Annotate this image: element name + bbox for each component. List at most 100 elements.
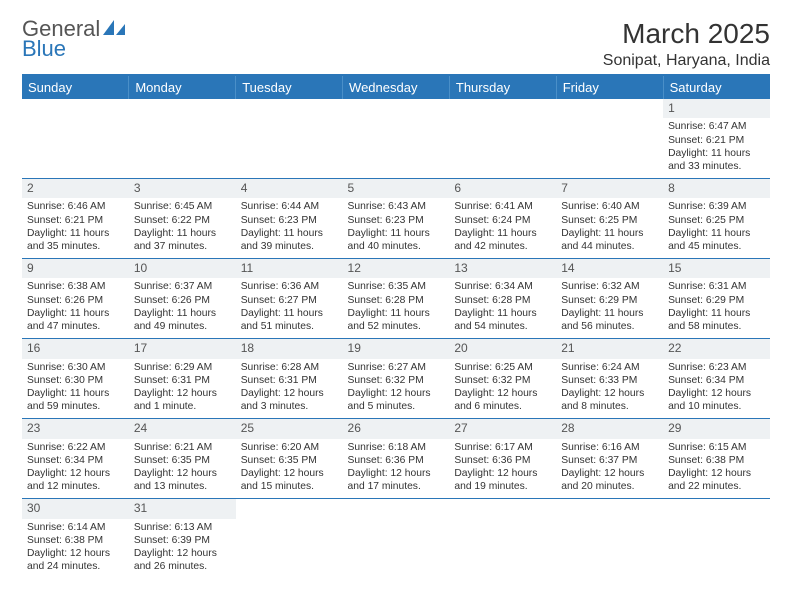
- sunrise-text: Sunrise: 6:45 AM: [134, 200, 231, 213]
- day-number: 31: [129, 499, 236, 518]
- calendar-cell: 17Sunrise: 6:29 AMSunset: 6:31 PMDayligh…: [129, 339, 236, 419]
- calendar-row: 16Sunrise: 6:30 AMSunset: 6:30 PMDayligh…: [22, 339, 770, 419]
- sail-icon: [103, 18, 127, 40]
- daylight-text: Daylight: 11 hours and 40 minutes.: [348, 227, 445, 253]
- header: GeneralBlue March 2025 Sonipat, Haryana,…: [22, 18, 770, 76]
- sunrise-text: Sunrise: 6:32 AM: [561, 280, 658, 293]
- calendar-row: 9Sunrise: 6:38 AMSunset: 6:26 PMDaylight…: [22, 259, 770, 339]
- dayheader-fri: Friday: [556, 76, 663, 99]
- day-number: 15: [663, 259, 770, 278]
- sunrise-text: Sunrise: 6:25 AM: [454, 361, 551, 374]
- calendar-cell: [236, 499, 343, 579]
- calendar-cell: 10Sunrise: 6:37 AMSunset: 6:26 PMDayligh…: [129, 259, 236, 339]
- calendar-cell: 7 Sunrise: 6:40 AMSunset: 6:25 PMDaylight…: [556, 179, 663, 259]
- calendar-cell: 1Sunrise: 6:47 AMSunset: 6:21 PMDaylight…: [663, 99, 770, 179]
- calendar-cell: [556, 99, 663, 179]
- daylight-text: Daylight: 11 hours and 42 minutes.: [454, 227, 551, 253]
- sunset-text: Sunset: 6:21 PM: [27, 214, 124, 227]
- sunrise-text: Sunrise: 6:35 AM: [348, 280, 445, 293]
- day-number: 12: [343, 259, 450, 278]
- daylight-text: Daylight: 12 hours and 22 minutes.: [668, 467, 765, 493]
- daylight-text: Daylight: 11 hours and 45 minutes.: [668, 227, 765, 253]
- calendar-cell: [663, 499, 770, 579]
- calendar-row: 1Sunrise: 6:47 AMSunset: 6:21 PMDaylight…: [22, 99, 770, 179]
- sunrise-text: Sunrise: 6:13 AM: [134, 521, 231, 534]
- sunset-text: Sunset: 6:33 PM: [561, 374, 658, 387]
- sunset-text: Sunset: 6:37 PM: [561, 454, 658, 467]
- daylight-text: Daylight: 12 hours and 5 minutes.: [348, 387, 445, 413]
- sunrise-text: Sunrise: 6:18 AM: [348, 441, 445, 454]
- daylight-text: Daylight: 12 hours and 15 minutes.: [241, 467, 338, 493]
- dayheader-wed: Wednesday: [343, 76, 450, 99]
- sunset-text: Sunset: 6:35 PM: [241, 454, 338, 467]
- location: Sonipat, Haryana, India: [603, 52, 770, 70]
- calendar-cell: 3Sunrise: 6:45 AMSunset: 6:22 PMDaylight…: [129, 179, 236, 259]
- daylight-text: Daylight: 11 hours and 33 minutes.: [668, 147, 765, 173]
- daylight-text: Daylight: 11 hours and 58 minutes.: [668, 307, 765, 333]
- calendar-cell: [343, 99, 450, 179]
- calendar-cell: [449, 99, 556, 179]
- sunset-text: Sunset: 6:36 PM: [348, 454, 445, 467]
- calendar-cell: 30Sunrise: 6:14 AMSunset: 6:38 PMDayligh…: [22, 499, 129, 579]
- daylight-text: Daylight: 11 hours and 59 minutes.: [27, 387, 124, 413]
- daylight-text: Daylight: 11 hours and 44 minutes.: [561, 227, 658, 253]
- sunrise-text: Sunrise: 6:16 AM: [561, 441, 658, 454]
- sunrise-text: Sunrise: 6:24 AM: [561, 361, 658, 374]
- sunrise-text: Sunrise: 6:39 AM: [668, 200, 765, 213]
- calendar-cell: 2Sunrise: 6:46 AMSunset: 6:21 PMDaylight…: [22, 179, 129, 259]
- calendar-row: 2 Sunrise: 6:46 AMSunset: 6:21 PM Daylight…: [22, 179, 770, 259]
- calendar-cell: 15Sunrise: 6:31 AMSunset: 6:29 PMDayligh…: [663, 259, 770, 339]
- daylight-text: Daylight: 12 hours and 17 minutes.: [348, 467, 445, 493]
- day-number: 17: [129, 339, 236, 358]
- day-number: 14: [556, 259, 663, 278]
- day-number: 22: [663, 339, 770, 358]
- logo-text-blue: Blue: [22, 38, 127, 60]
- calendar-cell: [129, 99, 236, 179]
- daylight-text: Daylight: 11 hours and 39 minutes.: [241, 227, 338, 253]
- calendar-cell: 23Sunrise: 6:22 AMSunset: 6:34 PMDayligh…: [22, 419, 129, 499]
- day-number: 19: [343, 339, 450, 358]
- calendar-cell: 28Sunrise: 6:16 AMSunset: 6:37 PMDayligh…: [556, 419, 663, 499]
- sunset-text: Sunset: 6:31 PM: [241, 374, 338, 387]
- sunrise-text: Sunrise: 6:34 AM: [454, 280, 551, 293]
- daylight-text: Daylight: 12 hours and 19 minutes.: [454, 467, 551, 493]
- sunset-text: Sunset: 6:28 PM: [454, 294, 551, 307]
- calendar-cell: 29Sunrise: 6:15 AMSunset: 6:38 PMDayligh…: [663, 419, 770, 499]
- sunset-text: Sunset: 6:27 PM: [241, 294, 338, 307]
- day-number: 9: [22, 259, 129, 278]
- sunrise-text: Sunrise: 6:37 AM: [134, 280, 231, 293]
- sunrise-text: Sunrise: 6:46 AM: [27, 200, 124, 213]
- calendar-cell: 31Sunrise: 6:13 AMSunset: 6:39 PMDayligh…: [129, 499, 236, 579]
- sunset-text: Sunset: 6:22 PM: [134, 214, 231, 227]
- day-number: 16: [22, 339, 129, 358]
- daylight-text: Daylight: 12 hours and 10 minutes.: [668, 387, 765, 413]
- daylight-text: Daylight: 11 hours and 47 minutes.: [27, 307, 124, 333]
- day-number: 26: [343, 419, 450, 438]
- day-number: 1: [663, 99, 770, 118]
- sunset-text: Sunset: 6:38 PM: [27, 534, 124, 547]
- day-number: 24: [129, 419, 236, 438]
- dayheader-sat: Saturday: [663, 76, 770, 99]
- calendar-cell: 16Sunrise: 6:30 AMSunset: 6:30 PMDayligh…: [22, 339, 129, 419]
- sunrise-text: Sunrise: 6:40 AM: [561, 200, 658, 213]
- day-number: 25: [236, 419, 343, 438]
- sunset-text: Sunset: 6:25 PM: [561, 214, 658, 227]
- day-number: 2: [22, 179, 129, 198]
- sunset-text: Sunset: 6:31 PM: [134, 374, 231, 387]
- calendar-row: 23Sunrise: 6:22 AMSunset: 6:34 PMDayligh…: [22, 419, 770, 499]
- dayheader-tue: Tuesday: [236, 76, 343, 99]
- sunrise-text: Sunrise: 6:31 AM: [668, 280, 765, 293]
- sunset-text: Sunset: 6:21 PM: [668, 134, 765, 147]
- day-number: 13: [449, 259, 556, 278]
- day-number: 7: [556, 179, 663, 198]
- dayheader-mon: Monday: [129, 76, 236, 99]
- daylight-text: Daylight: 11 hours and 51 minutes.: [241, 307, 338, 333]
- day-number: 23: [22, 419, 129, 438]
- calendar-cell: 26 Sunrise: 6:18 AMSunset: 6:36 PMDayligh…: [343, 419, 450, 499]
- sunset-text: Sunset: 6:26 PM: [134, 294, 231, 307]
- page-title: March 2025: [603, 18, 770, 50]
- sunset-text: Sunset: 6:36 PM: [454, 454, 551, 467]
- calendar-cell: 21Sunrise: 6:24 AMSunset: 6:33 PMDayligh…: [556, 339, 663, 419]
- title-block: March 2025 Sonipat, Haryana, India: [603, 18, 770, 70]
- sunset-text: Sunset: 6:38 PM: [668, 454, 765, 467]
